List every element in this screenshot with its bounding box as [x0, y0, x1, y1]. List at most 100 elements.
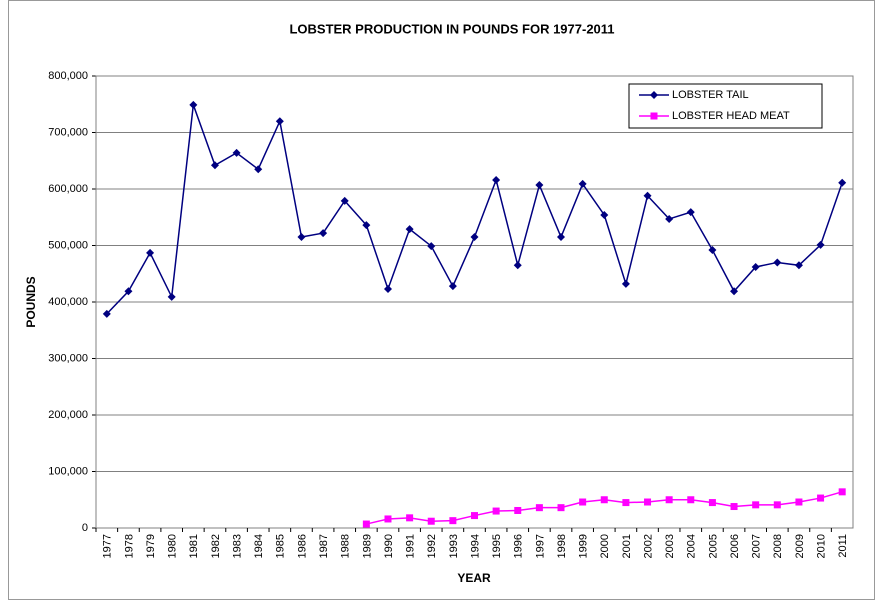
x-tick-label: 1995 — [491, 534, 503, 558]
point — [650, 91, 658, 99]
x-tick-label: 2006 — [729, 534, 741, 558]
point — [816, 240, 825, 249]
x-tick-label: 1997 — [534, 534, 546, 558]
legend-box — [628, 83, 823, 129]
y-tick-label: 700,000 — [48, 126, 88, 138]
x-tick-label: 1994 — [469, 534, 481, 558]
point — [665, 496, 673, 504]
y-tick-label: 300,000 — [48, 352, 88, 364]
point — [600, 496, 608, 504]
point — [557, 504, 565, 512]
x-axis-label: YEAR — [457, 571, 491, 585]
point — [557, 233, 566, 242]
x-tick-label: 1978 — [123, 534, 135, 558]
point — [232, 148, 241, 157]
y-tick-label: 800,000 — [48, 70, 88, 82]
x-tick-label: 2007 — [751, 534, 763, 558]
point — [535, 181, 544, 190]
point — [794, 261, 803, 270]
point — [383, 285, 392, 294]
x-tick-label: 1980 — [167, 534, 179, 558]
x-tick-label: 1982 — [210, 534, 222, 558]
point — [167, 292, 176, 301]
y-tick-label: 200,000 — [48, 409, 88, 421]
point — [795, 498, 803, 506]
x-tick-label: 1999 — [578, 534, 590, 558]
point — [751, 262, 760, 271]
point — [513, 261, 522, 270]
x-tick-label: 1987 — [318, 534, 330, 558]
x-tick-label: 2011 — [837, 534, 849, 558]
x-tick-label: 2001 — [621, 534, 633, 558]
point — [817, 494, 825, 502]
point — [471, 512, 478, 520]
point — [340, 196, 349, 205]
point — [773, 258, 782, 267]
chart-title: LOBSTER PRODUCTION IN POUNDS FOR 1977-20… — [289, 21, 614, 36]
x-tick-label: 1991 — [405, 534, 417, 558]
x-tick-label: 1979 — [145, 534, 157, 558]
point — [687, 496, 695, 504]
x-tick-label: 1981 — [188, 534, 200, 558]
y-tick-label: 400,000 — [48, 296, 88, 308]
x-tick-label: 2009 — [794, 534, 806, 558]
plot-border — [95, 75, 854, 529]
point — [405, 225, 414, 234]
x-tick-label: 2000 — [599, 534, 611, 558]
legend-label: LOBSTER HEAD MEAT — [672, 110, 790, 122]
x-tick-label: 2010 — [815, 534, 827, 558]
x-tick-label: 2004 — [686, 534, 698, 558]
point — [708, 499, 716, 507]
x-tick-label: 1996 — [513, 534, 525, 558]
point — [275, 117, 284, 126]
y-tick-label: 500,000 — [48, 239, 88, 251]
point — [708, 246, 717, 255]
point — [752, 501, 760, 509]
point — [579, 498, 587, 506]
point — [210, 161, 219, 170]
point — [686, 208, 695, 217]
x-tick-label: 1992 — [426, 534, 438, 558]
point — [600, 210, 609, 219]
point — [535, 504, 543, 512]
point — [189, 100, 198, 109]
point — [650, 112, 658, 120]
point — [297, 233, 306, 242]
x-tick-label: 1985 — [275, 534, 287, 558]
y-tick-label: 100,000 — [48, 465, 88, 477]
x-tick-label: 1993 — [448, 534, 460, 558]
x-tick-label: 1983 — [231, 534, 243, 558]
x-tick-label: 1986 — [296, 534, 308, 558]
point — [470, 233, 479, 242]
point — [665, 214, 674, 223]
point — [773, 501, 781, 509]
point — [622, 499, 630, 507]
x-tick-label: 1984 — [253, 534, 265, 558]
x-tick-label: 1990 — [383, 534, 395, 558]
point — [384, 515, 392, 523]
x-tick-label: 1998 — [556, 534, 568, 558]
point — [362, 520, 370, 528]
x-tick-label: 2003 — [664, 534, 676, 558]
x-tick-label: 1988 — [340, 534, 352, 558]
point — [146, 248, 155, 257]
point — [621, 279, 630, 288]
legend-label: LOBSTER TAIL — [672, 89, 749, 101]
y-tick-label: 0 — [82, 522, 88, 534]
point — [492, 175, 501, 184]
legend: LOBSTER TAIL LOBSTER HEAD MEAT — [628, 83, 823, 129]
point — [492, 507, 500, 515]
x-tick-label: 1989 — [361, 534, 373, 558]
y-tick-label: 600,000 — [48, 183, 88, 195]
point — [838, 488, 846, 496]
point — [449, 517, 457, 525]
point — [362, 221, 371, 230]
point — [578, 179, 587, 188]
point — [643, 191, 652, 200]
x-tick-label: 2008 — [772, 534, 784, 558]
point — [730, 287, 739, 296]
x-tick-label: 2002 — [642, 534, 654, 558]
point — [427, 242, 436, 251]
point — [514, 506, 522, 514]
